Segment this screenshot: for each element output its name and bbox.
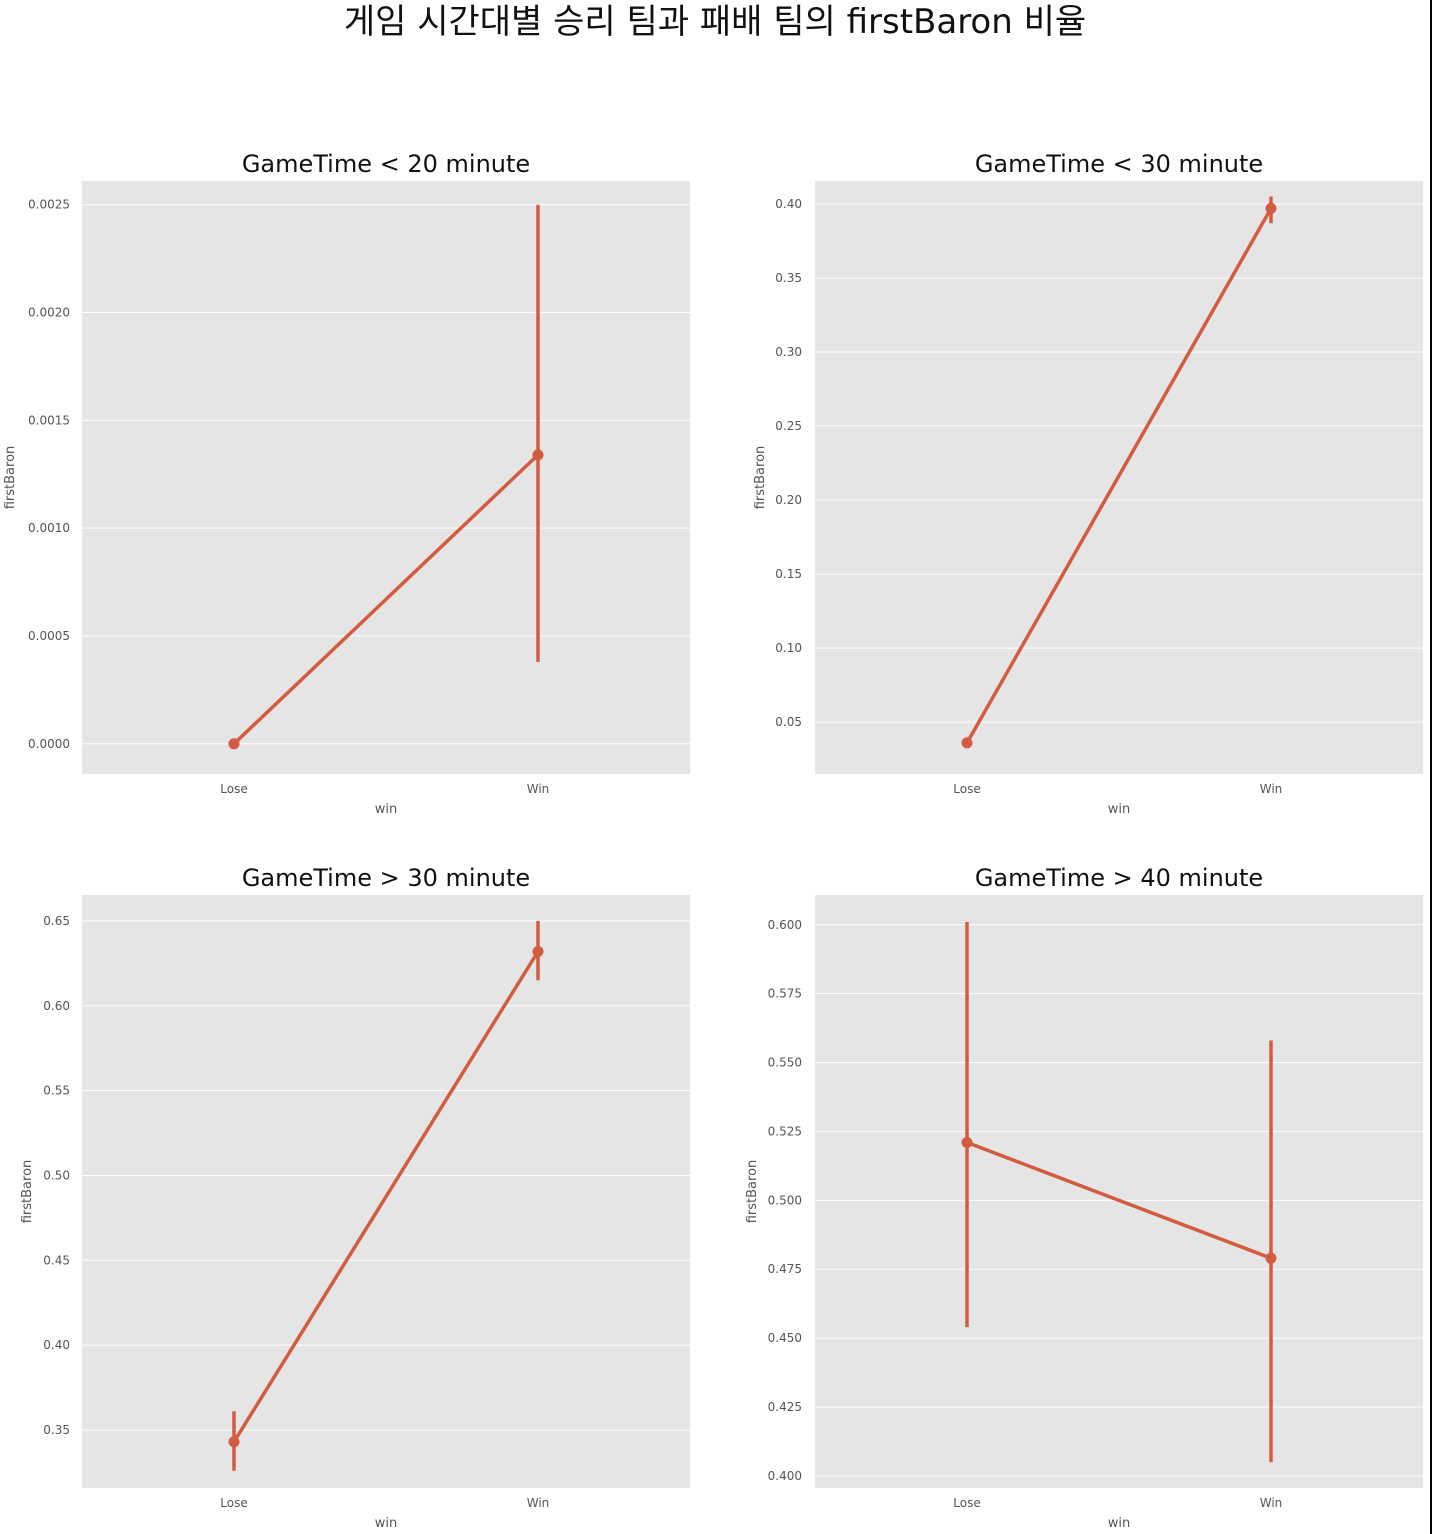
y-tick-label: 0.55 bbox=[43, 1084, 70, 1098]
y-tick-label: 0.600 bbox=[768, 918, 802, 932]
x-tick-label: Lose bbox=[953, 782, 980, 796]
y-tick-label: 0.475 bbox=[768, 1262, 802, 1276]
y-tick-label: 0.40 bbox=[43, 1338, 70, 1352]
x-axis-label: win bbox=[1108, 1516, 1130, 1531]
data-point bbox=[961, 737, 973, 749]
y-tick-label: 0.575 bbox=[768, 987, 802, 1001]
figure-title: 게임 시간대별 승리 팀과 패배 팀의 firstBaron 비율 bbox=[343, 2, 1087, 42]
y-tick-label: 0.25 bbox=[775, 419, 802, 433]
series-line bbox=[232, 950, 540, 1443]
y-axis-label: firstBaron bbox=[745, 1160, 760, 1224]
data-point bbox=[228, 738, 240, 750]
data-point bbox=[532, 449, 544, 461]
x-tick-label: Lose bbox=[220, 1496, 247, 1510]
subplot-title: GameTime > 40 minute bbox=[975, 864, 1263, 892]
y-tick-label: 0.05 bbox=[775, 715, 802, 729]
series-line bbox=[965, 207, 1273, 744]
y-tick-label: 0.35 bbox=[43, 1423, 70, 1437]
data-point bbox=[1265, 202, 1277, 214]
y-tick-label: 0.20 bbox=[775, 493, 802, 507]
series-line bbox=[966, 1140, 1272, 1260]
subplot-title: GameTime > 30 minute bbox=[242, 864, 530, 892]
y-tick-label: 0.30 bbox=[775, 345, 802, 359]
y-tick-label: 0.15 bbox=[775, 567, 802, 581]
plot-background bbox=[815, 895, 1423, 1488]
x-tick-label: Lose bbox=[953, 1496, 980, 1510]
plot-background bbox=[82, 181, 690, 774]
y-tick-label: 0.0010 bbox=[28, 521, 70, 535]
y-axis-label: firstBaron bbox=[20, 1160, 35, 1224]
y-tick-label: 0.0005 bbox=[28, 629, 70, 643]
data-point bbox=[961, 1136, 973, 1148]
data-point bbox=[532, 946, 544, 958]
y-tick-label: 0.35 bbox=[775, 271, 802, 285]
y-tick-label: 0.45 bbox=[43, 1253, 70, 1267]
window-right-border bbox=[1430, 0, 1432, 1534]
y-tick-label: 0.50 bbox=[43, 1168, 70, 1182]
y-tick-label: 0.425 bbox=[768, 1400, 802, 1414]
data-point bbox=[1265, 1252, 1277, 1264]
subplot-3: 0.35 0.40 0.45 0.50 0.55 0.60 0.65 Lose Win win fi… bbox=[20, 864, 690, 1531]
plot-background bbox=[82, 895, 690, 1488]
y-tick-label: 0.0020 bbox=[28, 306, 70, 320]
y-tick-label: 0.500 bbox=[768, 1193, 802, 1207]
x-axis-label: win bbox=[375, 802, 397, 817]
y-tick-label: 0.0000 bbox=[28, 737, 70, 751]
x-tick-label: Win bbox=[527, 782, 550, 796]
subplot-4: 0.400 0.425 0.450 0.475 0.500 0.525 0.550 0.575… bbox=[745, 864, 1423, 1531]
y-tick-label: 0.550 bbox=[768, 1056, 802, 1070]
y-tick-label: 0.60 bbox=[43, 999, 70, 1013]
subplot-title: GameTime < 20 minute bbox=[242, 150, 530, 178]
subplot-title: GameTime < 30 minute bbox=[975, 150, 1263, 178]
x-tick-label: Lose bbox=[220, 782, 247, 796]
data-point bbox=[228, 1436, 240, 1448]
subplot-2: 0.05 0.10 0.15 0.20 0.25 0.30 0.35 0.40 Lose Win w… bbox=[753, 150, 1423, 817]
x-tick-label: Win bbox=[1260, 782, 1283, 796]
series-line bbox=[232, 453, 540, 746]
subplot-1: 0.0000 0.0005 0.0010 0.0015 0.0020 0.0025 Lose… bbox=[3, 150, 690, 817]
y-tick-label: 0.400 bbox=[768, 1469, 802, 1483]
x-tick-label: Win bbox=[527, 1496, 550, 1510]
y-tick-label: 0.525 bbox=[768, 1124, 802, 1138]
y-axis-label: firstBaron bbox=[753, 446, 768, 510]
y-tick-label: 0.10 bbox=[775, 641, 802, 655]
y-tick-label: 0.0015 bbox=[28, 413, 70, 427]
y-tick-label: 0.65 bbox=[43, 914, 70, 928]
x-axis-label: win bbox=[1108, 802, 1130, 817]
y-tick-label: 0.0025 bbox=[28, 198, 70, 212]
x-axis-label: win bbox=[375, 1516, 397, 1531]
y-axis-label: firstBaron bbox=[3, 446, 18, 510]
y-tick-label: 0.450 bbox=[768, 1331, 802, 1345]
y-tick-label: 0.40 bbox=[775, 197, 802, 211]
x-tick-label: Win bbox=[1260, 1496, 1283, 1510]
